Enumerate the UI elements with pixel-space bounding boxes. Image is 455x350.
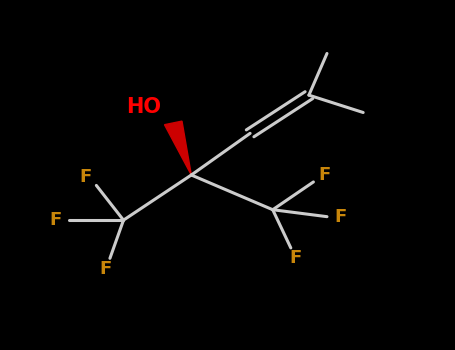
Text: F: F <box>289 249 302 267</box>
Text: F: F <box>50 211 62 229</box>
Text: HO: HO <box>126 97 162 117</box>
Text: F: F <box>99 260 111 278</box>
Text: F: F <box>318 166 331 184</box>
Polygon shape <box>165 121 191 175</box>
Text: F: F <box>79 168 91 186</box>
Text: F: F <box>334 208 347 226</box>
